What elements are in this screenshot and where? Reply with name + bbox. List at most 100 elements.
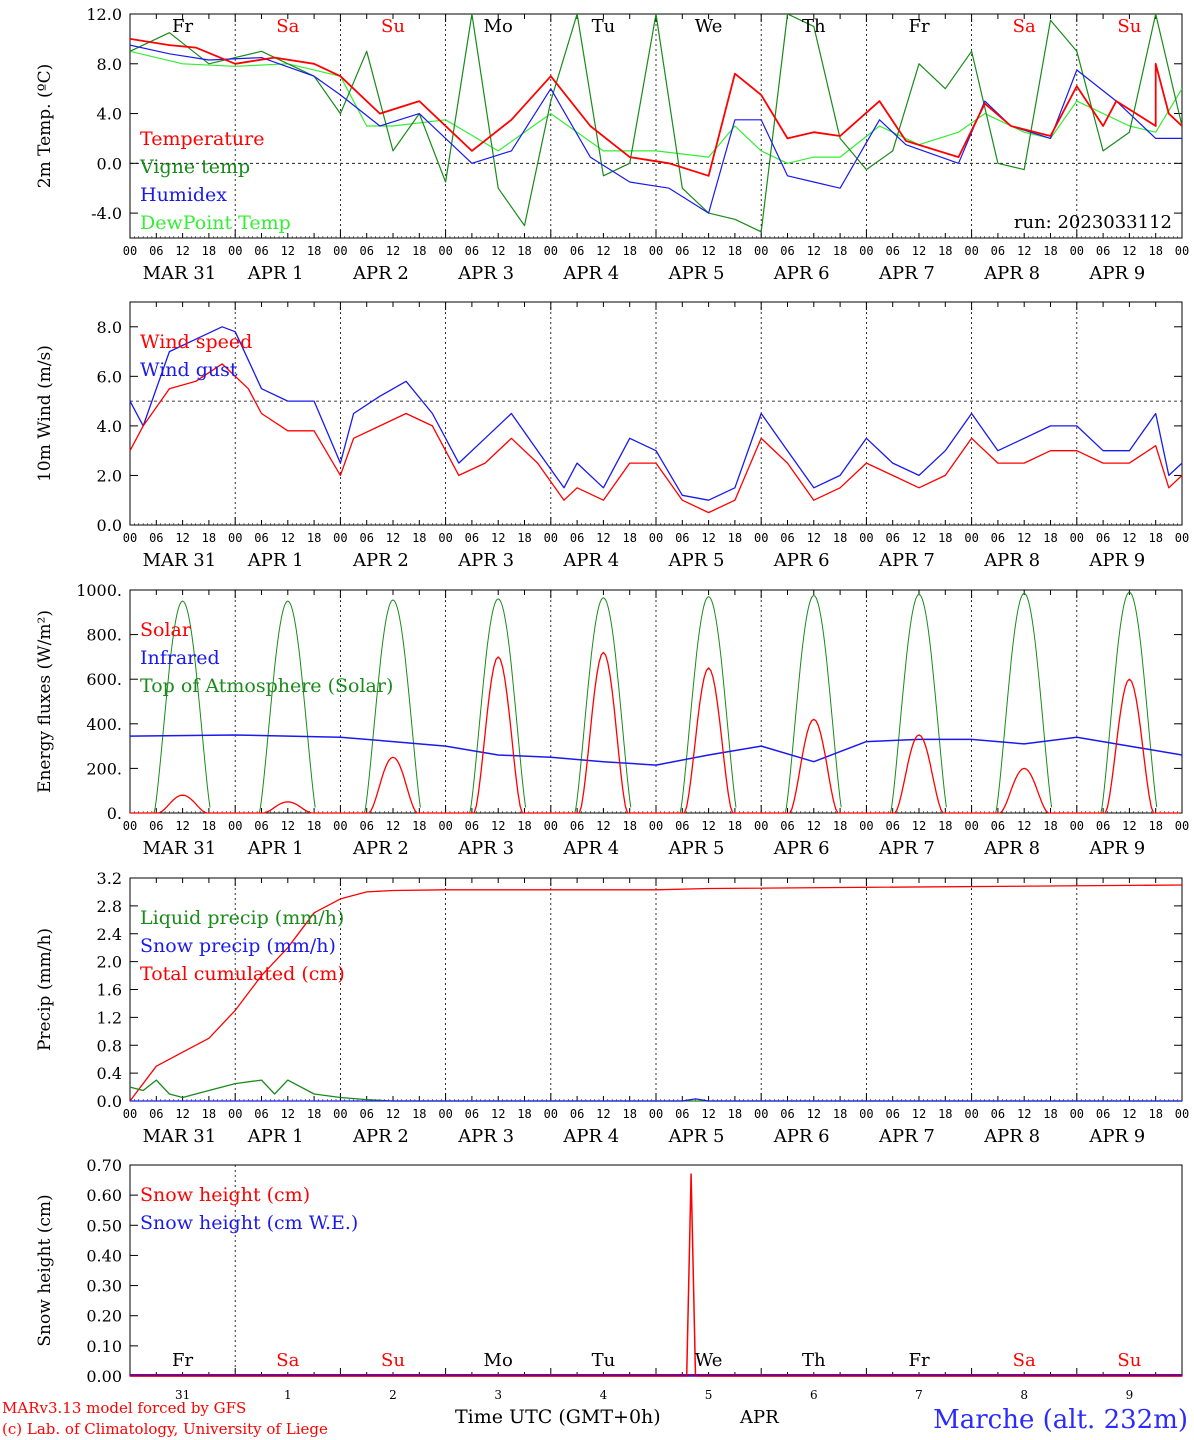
date-label: APR 7 bbox=[878, 838, 935, 859]
hour-label: 12 bbox=[386, 531, 400, 545]
toa-solar-curve bbox=[153, 600, 211, 814]
time-axis-labels: 00 06 12 18 00 06 12 18 00 06 12 18 00 06 12 18 00 06 12 18… bbox=[123, 819, 1189, 859]
hour-label: 18 bbox=[1148, 819, 1162, 833]
hour-label: 00 bbox=[649, 819, 663, 833]
date-label: MAR 31 bbox=[143, 838, 217, 859]
hour-label: 18 bbox=[517, 244, 531, 258]
hour-label: 18 bbox=[728, 819, 742, 833]
hour-label: 18 bbox=[728, 1107, 742, 1121]
y-tick-label: 2.0 bbox=[97, 953, 122, 972]
y-tick-label: 0.70 bbox=[86, 1156, 122, 1175]
y-tick-label: 0.60 bbox=[86, 1186, 122, 1205]
hour-label: 12 bbox=[596, 1107, 610, 1121]
hour-label: 12 bbox=[491, 531, 505, 545]
hour-label: 12 bbox=[1017, 1107, 1031, 1121]
hour-label: 06 bbox=[465, 531, 479, 545]
y-tick-label: 3.2 bbox=[97, 869, 122, 888]
hour-label: 12 bbox=[175, 1107, 189, 1121]
hour-label: 06 bbox=[359, 531, 373, 545]
hour-label: 18 bbox=[202, 244, 216, 258]
y-tick-label: 2.8 bbox=[97, 897, 122, 916]
y-tick-label: 800. bbox=[86, 626, 122, 645]
hour-label: 00 bbox=[228, 244, 242, 258]
date-label: APR 1 bbox=[247, 263, 304, 284]
hour-label: 12 bbox=[491, 244, 505, 258]
day-name: Su bbox=[381, 16, 405, 37]
hour-label: 00 bbox=[859, 244, 873, 258]
legend-entry: Infrared bbox=[140, 647, 220, 669]
hour-label: 00 bbox=[544, 819, 558, 833]
lab-credit: (c) Lab. of Climatology, University of L… bbox=[2, 1420, 328, 1438]
hour-label: 12 bbox=[491, 1107, 505, 1121]
hour-label: 12 bbox=[281, 1107, 295, 1121]
legend-entry: Vigne temp bbox=[139, 156, 250, 178]
toa-solar-curve bbox=[1100, 591, 1158, 814]
hour-label: 18 bbox=[938, 531, 952, 545]
legend-entry: DewPoint Temp bbox=[140, 212, 291, 234]
series-line-red bbox=[129, 884, 1183, 1102]
hour-label: 00 bbox=[438, 819, 452, 833]
hour-label: 06 bbox=[149, 819, 163, 833]
day-name: Sa bbox=[276, 16, 299, 37]
hour-label: 06 bbox=[780, 1107, 794, 1121]
hour-label: 00 bbox=[1175, 1107, 1189, 1121]
hour-label: 18 bbox=[622, 244, 636, 258]
hour-label: 12 bbox=[175, 819, 189, 833]
hour-label: 06 bbox=[254, 1107, 268, 1121]
series-line-lightgreen bbox=[130, 50, 1182, 164]
hour-label: 18 bbox=[833, 244, 847, 258]
date-label: APR 8 bbox=[983, 1126, 1040, 1147]
hour-label: 00 bbox=[438, 244, 452, 258]
date-label: APR 3 bbox=[457, 550, 514, 571]
hour-label: 06 bbox=[465, 1107, 479, 1121]
legend-entry: Solar bbox=[140, 619, 192, 641]
y-tick-label: 0.0 bbox=[97, 1092, 122, 1111]
hour-label: 06 bbox=[1096, 1107, 1110, 1121]
hour-label: 06 bbox=[149, 244, 163, 258]
date-label: APR 3 bbox=[457, 263, 514, 284]
hour-label: 06 bbox=[149, 1107, 163, 1121]
date-label: APR 7 bbox=[878, 550, 935, 571]
date-label: APR 9 bbox=[1088, 1126, 1145, 1147]
toa-solar-curve bbox=[784, 595, 842, 814]
y-axis-label: Energy fluxes (W/m²) bbox=[35, 610, 55, 793]
hour-label: 18 bbox=[412, 531, 426, 545]
legend-entry: Wind gust bbox=[140, 359, 238, 381]
time-axis-labels: 00 06 12 18 00 06 12 18 00 06 12 18 00 06 12 18 00 06 12 18… bbox=[123, 244, 1189, 284]
hour-label: 06 bbox=[570, 244, 584, 258]
day-number: 31 bbox=[175, 1388, 190, 1402]
month-label: APR bbox=[739, 1407, 779, 1428]
hour-label: 06 bbox=[780, 244, 794, 258]
model-credit: MARv3.13 model forced by GFS bbox=[2, 1399, 246, 1417]
hour-label: 18 bbox=[1148, 1107, 1162, 1121]
hour-label: 00 bbox=[544, 1107, 558, 1121]
hour-label: 06 bbox=[991, 1107, 1005, 1121]
hour-label: 18 bbox=[938, 244, 952, 258]
hour-label: 00 bbox=[1175, 819, 1189, 833]
legend-entry: Top of Atmosphere (Solar) bbox=[140, 675, 393, 697]
hour-label: 12 bbox=[912, 244, 926, 258]
hour-label: 06 bbox=[254, 531, 268, 545]
hour-label: 00 bbox=[544, 244, 558, 258]
y-tick-label: 0. bbox=[107, 804, 122, 823]
hour-label: 18 bbox=[517, 819, 531, 833]
hour-label: 06 bbox=[359, 244, 373, 258]
hour-label: 18 bbox=[307, 244, 321, 258]
toa-solar-curve bbox=[364, 599, 421, 814]
hour-label: 00 bbox=[333, 531, 347, 545]
hour-label: 12 bbox=[1122, 531, 1136, 545]
y-tick-label: 0.8 bbox=[97, 1036, 122, 1055]
toa-solar-curve bbox=[890, 594, 947, 814]
date-label: APR 2 bbox=[352, 1126, 409, 1147]
hour-label: 06 bbox=[570, 1107, 584, 1121]
hour-label: 00 bbox=[964, 819, 978, 833]
hour-label: 06 bbox=[359, 819, 373, 833]
panel-3: 1000. 800. 600. 400. 200. 0. Energy fluxes (W/… bbox=[35, 581, 1183, 823]
series-group bbox=[130, 14, 1182, 233]
hour-label: 06 bbox=[1096, 244, 1110, 258]
toa-solar-curve bbox=[469, 598, 527, 814]
y-tick-label: 0.0 bbox=[97, 516, 122, 535]
hour-label: 06 bbox=[1096, 531, 1110, 545]
y-tick-label: 6.0 bbox=[97, 367, 122, 386]
hour-label: 12 bbox=[1122, 819, 1136, 833]
